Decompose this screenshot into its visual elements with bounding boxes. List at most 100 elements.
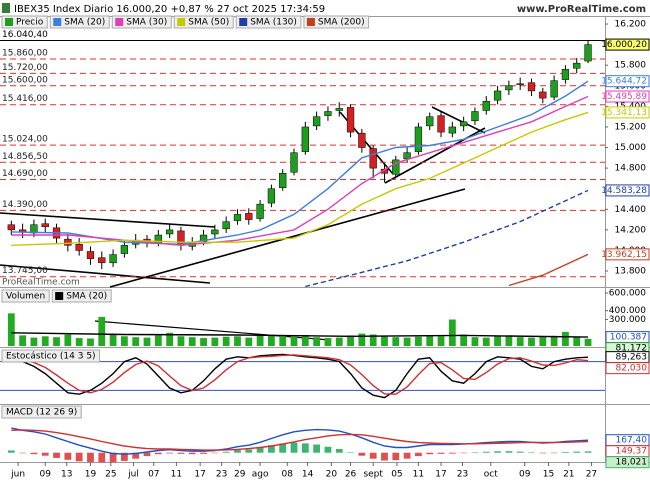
histogram-bar: [98, 452, 106, 463]
histogram-bar: [75, 452, 83, 462]
candle-body: [120, 245, 129, 254]
bar: [335, 337, 343, 346]
histogram-bar: [143, 452, 151, 457]
x-tick-label: 09: [40, 470, 52, 480]
value-box: [605, 248, 650, 261]
value-box: [605, 184, 650, 197]
candle-body: [369, 148, 377, 169]
value-label: 13.962,15: [601, 250, 647, 260]
line: [11, 429, 589, 451]
bar: [369, 334, 377, 346]
x-tick-label: 09: [519, 470, 531, 480]
legend-label: Estocástico (14 3 5): [6, 352, 96, 362]
line: [11, 353, 589, 399]
legend-swatch: [5, 18, 13, 26]
histogram-bar: [505, 451, 513, 453]
x-tick-label: 11: [413, 470, 424, 480]
bar: [87, 338, 94, 346]
candle-body: [267, 188, 276, 204]
legend-label: SMA (20): [66, 292, 107, 302]
histogram-bar: [177, 452, 185, 454]
histogram-bar: [132, 452, 140, 459]
bar: [200, 338, 207, 346]
icon: [2, 3, 10, 13]
histogram-bar: [41, 452, 49, 456]
bar: [279, 335, 287, 346]
histogram-bar: [358, 452, 366, 456]
value-label: 14.583,28: [601, 186, 647, 196]
candle-body: [561, 69, 570, 80]
candle-body: [392, 159, 400, 175]
bar: [584, 338, 592, 346]
legend-label: SMA (200): [318, 18, 365, 28]
x-tick-label: 17: [435, 470, 446, 480]
legend-label: SMA (50): [188, 18, 229, 28]
candle-body: [233, 214, 242, 221]
bar: [516, 337, 524, 346]
histogram-bar: [279, 443, 287, 453]
histogram-bar: [324, 446, 332, 453]
bar: [166, 332, 174, 346]
bar: [268, 334, 275, 346]
candle-body: [505, 85, 513, 91]
value-box: [605, 75, 650, 88]
histogram-bar: [550, 452, 558, 454]
value-label: 81.172: [616, 344, 648, 354]
histogram-bar: [426, 452, 434, 455]
bar: [448, 319, 456, 346]
histogram-bar: [369, 452, 377, 459]
candle-body: [414, 126, 423, 152]
candle-body: [301, 126, 309, 152]
histogram-bar: [392, 452, 400, 461]
histogram-bar: [313, 444, 321, 453]
x-tick-label: 14: [302, 470, 314, 480]
histogram-bar: [403, 452, 411, 459]
legend-entry: [303, 15, 370, 29]
histogram-bar: [516, 451, 524, 453]
y-tick-label: 14.200: [615, 225, 647, 235]
bar: [403, 337, 411, 346]
bar: [234, 336, 241, 346]
histogram-bar: [30, 452, 38, 455]
candle-body: [448, 126, 456, 134]
histogram-bar: [19, 452, 27, 454]
line: [11, 354, 589, 395]
legend-label: SMA (30): [126, 18, 167, 28]
source[interactable]: www.ProRealTime.com: [517, 4, 646, 15]
value-label: 15.341,13: [601, 108, 647, 118]
y-tick-label: 14.800: [615, 164, 647, 174]
histogram-bar: [64, 452, 72, 460]
histogram-bar: [234, 450, 241, 453]
candle-body: [86, 251, 95, 259]
histogram-bar: [268, 445, 275, 453]
histogram-bar: [301, 443, 309, 453]
histogram-bar: [53, 452, 60, 458]
histogram-bar: [245, 449, 253, 453]
level-label: 16.040,40: [2, 30, 48, 40]
line: [11, 332, 589, 338]
bar: [30, 337, 38, 346]
histogram-bar: [482, 451, 490, 453]
candle-body: [165, 229, 174, 235]
bar: [64, 334, 72, 346]
x-tick-label: 15: [543, 470, 554, 480]
legend-label: MACD (12 26 9): [6, 408, 77, 418]
bar: [550, 335, 558, 346]
candle-body: [256, 203, 264, 219]
bar: [313, 337, 321, 346]
legend-entry: [1, 15, 48, 29]
bar: [505, 335, 513, 346]
bar: [256, 335, 264, 346]
value-box: [605, 456, 650, 469]
y-tick-label: 400.000: [609, 306, 646, 316]
histogram-bar: [381, 452, 388, 461]
bar: [290, 336, 298, 346]
histogram-bar: [528, 452, 535, 454]
bar: [53, 337, 60, 346]
candle-body: [573, 62, 581, 69]
legend-swatch: [239, 18, 248, 26]
x-tick-label: 19: [85, 470, 97, 480]
bar: [539, 336, 547, 346]
candle-body: [211, 229, 219, 235]
